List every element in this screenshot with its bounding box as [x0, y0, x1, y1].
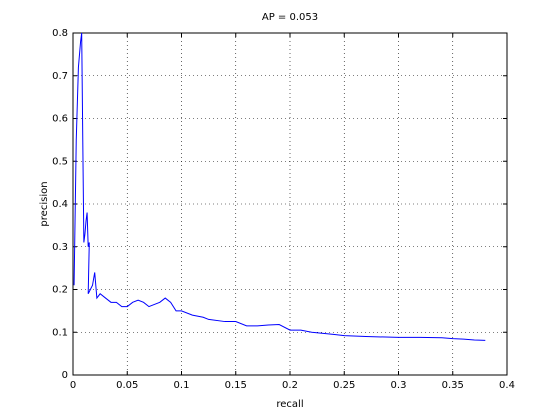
y-tick-label: 0.3 — [52, 242, 68, 253]
x-tick-label: 0 — [70, 380, 76, 391]
y-tick-label: 0.5 — [52, 156, 68, 167]
y-tick-label: 0 — [62, 370, 68, 381]
x-tick-label: 0.2 — [282, 380, 298, 391]
x-tick-label: 0.4 — [499, 380, 515, 391]
y-tick-label: 0.4 — [52, 199, 68, 210]
x-tick-label: 0.05 — [116, 380, 138, 391]
x-tick-label: 0.35 — [442, 380, 464, 391]
x-tick-label: 0.15 — [225, 380, 247, 391]
y-tick-label: 0.2 — [52, 285, 68, 296]
y-tick-label: 0.6 — [52, 114, 68, 125]
x-tick-label: 0.25 — [333, 380, 355, 391]
x-axis-label: recall — [276, 399, 303, 410]
y-tick-label: 0.7 — [52, 71, 68, 82]
y-axis-label: precision — [39, 181, 50, 226]
y-tick-label: 0.8 — [52, 28, 68, 39]
chart-title: AP = 0.053 — [262, 12, 318, 23]
precision-recall-line — [73, 32, 486, 341]
x-tick-label: 0.1 — [174, 380, 190, 391]
y-tick-label: 0.1 — [52, 327, 68, 338]
x-tick-label: 0.3 — [391, 380, 407, 391]
